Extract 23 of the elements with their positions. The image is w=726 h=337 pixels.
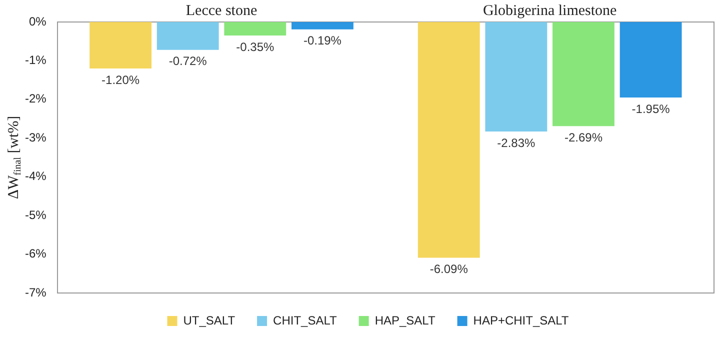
y-tick-label: -2% xyxy=(24,92,47,106)
legend-label: CHIT_SALT xyxy=(273,313,338,328)
y-tick-label: -1% xyxy=(24,53,47,68)
y-tick-label: -7% xyxy=(24,285,47,300)
legend-label: HAP+CHIT_SALT xyxy=(473,313,570,328)
legend-label: HAP_SALT xyxy=(374,313,436,328)
data-label: -2.83% xyxy=(497,136,536,150)
data-label: -1.95% xyxy=(632,102,670,116)
y-tick-label: 0% xyxy=(28,14,47,28)
data-label: -2.69% xyxy=(564,130,603,144)
data-label: -6.09% xyxy=(430,262,468,276)
legend-label: UT_SALT xyxy=(183,313,236,328)
y-axis-title: ΔWfinal [wt%] xyxy=(6,116,24,200)
data-label: -0.72% xyxy=(168,54,208,68)
y-tick-label: -5% xyxy=(24,208,47,222)
x-tick-label: Lecce stone xyxy=(186,2,258,19)
data-label: -0.35% xyxy=(236,40,274,54)
x-tick-label: Globigerina limestone xyxy=(482,2,618,19)
y-tick-label: -6% xyxy=(24,246,47,261)
y-tick-label: -4% xyxy=(24,169,47,184)
data-label: -1.20% xyxy=(102,72,140,87)
data-label: -0.19% xyxy=(303,34,342,48)
y-tick-label: -3% xyxy=(24,130,47,144)
